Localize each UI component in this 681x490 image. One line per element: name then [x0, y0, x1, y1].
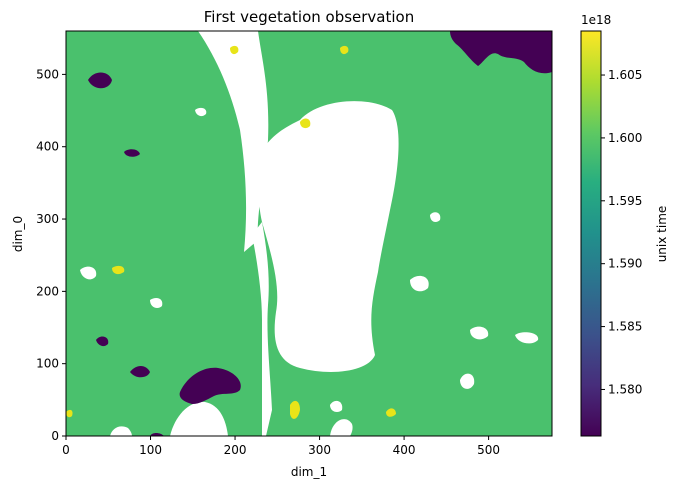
- early-patch-south: [130, 366, 150, 378]
- colorbar-ticks: 1.580 1.585 1.590 1.595 1.600 1.605: [601, 68, 642, 396]
- no-data-southwest-2: [110, 426, 132, 436]
- no-data-northern-strip: [198, 31, 269, 252]
- no-data-patch: [80, 266, 97, 280]
- colorbar-gradient: [581, 31, 601, 436]
- late-patch: [230, 45, 239, 55]
- no-data-southwest: [170, 401, 228, 436]
- colorbar-tick-label: 1.595: [608, 194, 642, 208]
- no-data-lake: [258, 101, 399, 372]
- x-axis: 0 100 200 300 400 500: [62, 436, 500, 457]
- late-patch: [300, 118, 311, 129]
- x-tick-label: 100: [139, 443, 162, 457]
- colorbar-frame: [580, 30, 602, 437]
- colorbar-tick-label: 1.585: [608, 320, 642, 334]
- no-data-patch: [470, 326, 489, 340]
- x-tick-label: 200: [224, 443, 247, 457]
- no-data-channel: [252, 222, 272, 436]
- y-tick-label: 200: [36, 284, 59, 298]
- y-tick-label: 0: [51, 429, 59, 443]
- y-tick-label: 400: [36, 140, 59, 154]
- colorbar-label: unix time: [655, 206, 669, 263]
- x-tick-label: 400: [393, 443, 416, 457]
- no-data-patch: [330, 400, 343, 413]
- early-patch-southwest: [179, 367, 241, 404]
- no-data-patch: [330, 419, 353, 436]
- no-data-patch: [195, 107, 207, 117]
- early-patch-bottom: [150, 433, 164, 436]
- late-observation-regions: [66, 45, 396, 419]
- y-axis: 0 100 200 300 400 500: [36, 67, 66, 443]
- no-data-patch: [515, 332, 539, 344]
- x-tick-label: 0: [62, 443, 70, 457]
- late-patch: [340, 45, 349, 55]
- late-patch: [112, 265, 125, 275]
- early-patch-northeast: [450, 31, 552, 74]
- colorbar-tick-label: 1.605: [608, 68, 642, 82]
- no-data-patch: [430, 212, 441, 223]
- early-observation-regions: [88, 31, 552, 436]
- x-axis-label: dim_1: [291, 465, 327, 479]
- colorbar-tick-label: 1.580: [608, 382, 642, 396]
- colorbar-tick-label: 1.600: [608, 131, 642, 145]
- no-data-regions: [80, 31, 539, 436]
- no-data-patch: [460, 373, 475, 389]
- early-patch-small: [124, 149, 140, 157]
- y-tick-label: 500: [36, 67, 59, 81]
- no-data-patch: [150, 298, 163, 308]
- colorbar-offset-text: 1e18: [581, 13, 611, 27]
- x-tick-label: 500: [477, 443, 500, 457]
- early-patch-southwest-2: [96, 336, 109, 347]
- heatmap-plot-area: [66, 31, 552, 436]
- y-axis-label: dim_0: [11, 216, 25, 252]
- chart-title: First vegetation observation: [204, 8, 414, 26]
- late-patch: [66, 409, 73, 418]
- plot-frame: [65, 30, 553, 437]
- late-patch: [386, 408, 396, 417]
- colorbar-tick-label: 1.590: [608, 257, 642, 271]
- y-tick-label: 100: [36, 357, 59, 371]
- x-tick-label: 300: [308, 443, 331, 457]
- y-tick-label: 300: [36, 212, 59, 226]
- no-data-patch: [410, 275, 429, 292]
- early-patch-west: [88, 72, 112, 89]
- late-patch: [290, 400, 300, 419]
- colorbar: 1.580 1.585 1.590 1.595 1.600 1.605 1e18 unix…: [580, 13, 669, 437]
